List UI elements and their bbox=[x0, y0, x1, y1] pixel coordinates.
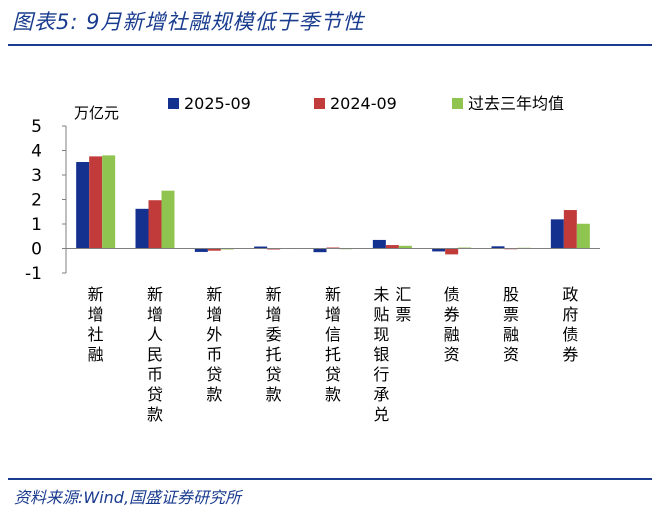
y-tick-label: 2 bbox=[31, 191, 42, 211]
category-labels: 新增社融 新增人民币贷款 新增外币贷款 新增委托贷款 新增信托贷款 汇票未贴现银行承兑债券… bbox=[88, 285, 579, 424]
bar-chart: -1 0 1 2 3 4 5 新增社融 新增人民币贷款 新增外币贷款 新增委托贷款 新增信托贷款 汇票… bbox=[25, 94, 600, 424]
bar-2024-09-债券融资 bbox=[445, 248, 459, 255]
category-label: 新增委托贷款 bbox=[266, 285, 282, 404]
legend-label: 2025-09 bbox=[184, 94, 251, 113]
y-tick-label: 0 bbox=[31, 240, 42, 260]
bar-2024-09-政府债券 bbox=[563, 210, 577, 249]
bar-2025-09-未贴现银行承兑汇票 bbox=[372, 239, 386, 249]
bar-2025-09-股票融资 bbox=[491, 246, 505, 249]
y-tick-label: 3 bbox=[31, 166, 42, 186]
category-label: 新增人民币贷款 bbox=[147, 285, 163, 424]
y-axis: -1 0 1 2 3 4 5 bbox=[25, 117, 67, 284]
bar-2024-09-新增人民币贷款 bbox=[148, 200, 162, 249]
legend-label: 过去三年均值 bbox=[468, 94, 564, 113]
bar-2024-09-新增社融 bbox=[89, 156, 103, 249]
bar-2025-09-新增人民币贷款 bbox=[135, 208, 149, 249]
figure-title: 图表5: 9月新增社融规模低于季节性 bbox=[12, 10, 365, 34]
category-label: 政府债券 bbox=[562, 285, 578, 364]
bar-2025-09-新增委托贷款 bbox=[254, 246, 268, 249]
legend-swatch bbox=[168, 98, 179, 109]
category-label: 新增外币贷款 bbox=[206, 285, 222, 404]
source-rule bbox=[8, 478, 652, 480]
legend-label: 2024-09 bbox=[330, 94, 397, 113]
legend-swatch bbox=[314, 98, 325, 109]
bars bbox=[76, 155, 590, 255]
y-axis-label: 万亿元 bbox=[74, 104, 119, 122]
bar-过去三年均值-未贴现银行承兑汇票 bbox=[398, 245, 412, 249]
y-tick-label: -1 bbox=[25, 264, 42, 284]
category-label: 债券融资 bbox=[444, 285, 460, 364]
bar-2024-09-未贴现银行承兑汇票 bbox=[385, 245, 399, 249]
category-label: 新增信托贷款 bbox=[325, 285, 341, 404]
bar-过去三年均值-政府债券 bbox=[576, 223, 590, 249]
bar-过去三年均值-新增社融 bbox=[102, 155, 116, 249]
y-tick-label: 4 bbox=[31, 142, 42, 162]
bar-过去三年均值-新增人民币贷款 bbox=[161, 190, 175, 249]
category-label: 股票融资 bbox=[503, 285, 519, 364]
legend-swatch bbox=[452, 98, 463, 109]
category-label: 汇票未贴现银行承兑 bbox=[373, 285, 411, 424]
bar-2025-09-政府债券 bbox=[550, 219, 564, 249]
source-note: 资料来源:Wind,国盛证券研究所 bbox=[14, 488, 242, 507]
y-tick-label: 5 bbox=[31, 117, 42, 137]
bar-2025-09-新增信托贷款 bbox=[313, 248, 327, 253]
bar-2024-09-新增外币贷款 bbox=[207, 248, 221, 251]
bar-2025-09-债券融资 bbox=[432, 248, 446, 252]
legend: 2025-09 2024-09 过去三年均值 bbox=[168, 94, 564, 113]
category-label: 新增社融 bbox=[88, 285, 104, 364]
bar-2025-09-新增社融 bbox=[76, 162, 90, 249]
bar-2025-09-新增外币贷款 bbox=[194, 248, 208, 252]
title-rule bbox=[8, 44, 652, 46]
y-tick-label: 1 bbox=[31, 215, 42, 235]
